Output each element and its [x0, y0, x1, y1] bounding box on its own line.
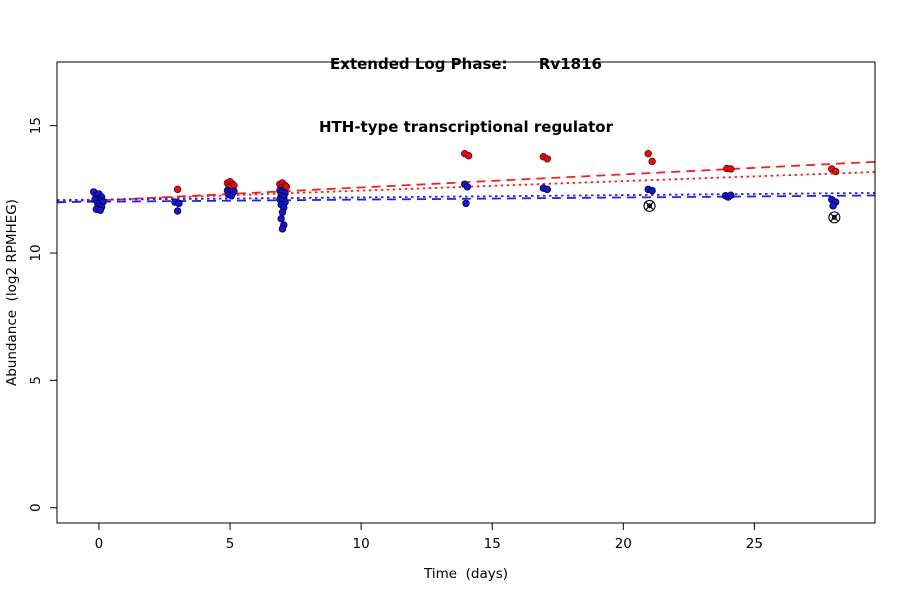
x-tick-label: 25 [746, 536, 763, 552]
trend-line-blue-condition-dashed [56, 194, 876, 203]
y-axis-label: Abundance (log2 RPMHEG) [4, 199, 20, 386]
chart-title-line2: HTH-type transcriptional regulator [318, 118, 614, 136]
plot-box [56, 61, 876, 524]
data-point-blue-condition [173, 207, 182, 215]
data-point-blue-condition [543, 185, 551, 194]
data-point-blue-condition [648, 186, 656, 195]
x-tick-label: 20 [615, 536, 632, 552]
data-point-red-condition [727, 165, 735, 173]
outlier-circle [828, 211, 841, 224]
x-tick-label: 0 [95, 536, 104, 552]
data-point-red-condition [648, 157, 656, 166]
data-point-blue-condition [230, 187, 238, 196]
outlier-circle [643, 199, 656, 212]
data-point-blue-condition [277, 214, 285, 223]
data-point-red-condition [644, 149, 652, 158]
outlier-cross [830, 213, 839, 222]
data-point-red-condition [831, 167, 840, 176]
chart-title-line1: Extended Log Phase: Rv1816 [330, 55, 602, 73]
y-tick-label: 15 [28, 117, 44, 134]
y-tick-label: 0 [28, 503, 44, 512]
data-point-blue-condition [278, 208, 287, 216]
x-tick-label: 10 [353, 536, 370, 552]
data-point-blue-condition [96, 206, 104, 214]
data-point-red-condition [464, 152, 473, 160]
data-point-blue-condition [829, 202, 837, 210]
chart-title: Extended Log Phase: Rv1816 HTH-type tran… [57, 12, 875, 159]
x-tick-label: 15 [484, 536, 501, 552]
trend-line-blue-condition-dotted [56, 192, 876, 201]
y-tick-label: 5 [28, 376, 44, 385]
y-tick-label: 10 [28, 244, 44, 261]
data-point-blue-condition [175, 199, 183, 208]
x-axis-label: Time (days) [423, 566, 509, 582]
data-point-red-condition [173, 185, 182, 194]
data-point-red-condition [543, 155, 551, 163]
data-point-blue-condition [462, 199, 470, 208]
data-point-blue-condition [727, 191, 735, 199]
x-tick-label: 5 [226, 536, 235, 552]
data-point-blue-condition [278, 225, 287, 233]
data-point-blue-condition [463, 183, 472, 191]
outlier-cross [645, 201, 654, 211]
